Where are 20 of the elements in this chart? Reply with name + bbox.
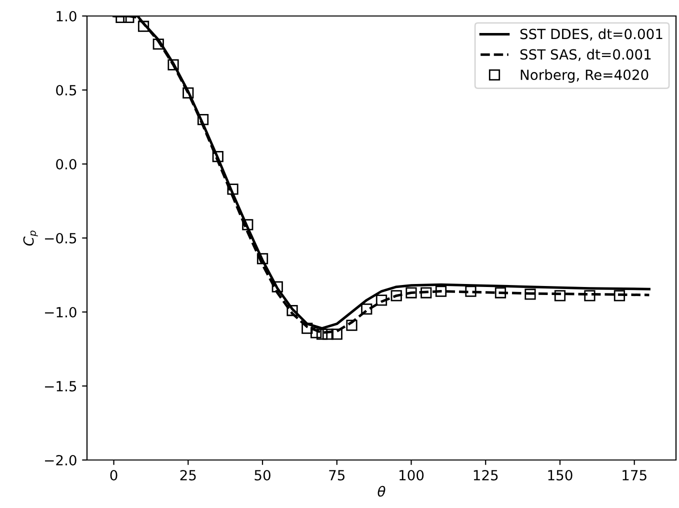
y-tick-label: −1.0 [45, 306, 76, 318]
y-tick-label: −2.0 [45, 454, 76, 466]
y-tick-label: −1.5 [45, 381, 76, 392]
y-tick-label: 0.5 [56, 84, 76, 96]
y-tick-label: −0.5 [45, 232, 76, 244]
legend-label: SST SAS, dt=0.001 [520, 48, 651, 62]
x-tick-label: 25 [180, 470, 196, 480]
legend-label: Norberg, Re=4020 [520, 69, 648, 83]
x-axis-title: θ [378, 486, 386, 497]
x-tick-label: 125 [474, 470, 498, 480]
x-tick-label: 75 [329, 470, 344, 480]
x-tick-label: 150 [548, 470, 572, 480]
y-tick-label: 0.0 [56, 158, 76, 170]
x-tick-label: 0 [110, 470, 118, 480]
x-tick-label: 175 [622, 470, 646, 480]
y-tick-label: 1.0 [56, 10, 76, 22]
x-tick-label: 50 [254, 470, 270, 480]
y-axis-title: C$_{p}$ [23, 230, 38, 246]
x-tick-label: 100 [400, 470, 424, 480]
legend-label: SST DDES, dt=0.001 [520, 28, 662, 41]
